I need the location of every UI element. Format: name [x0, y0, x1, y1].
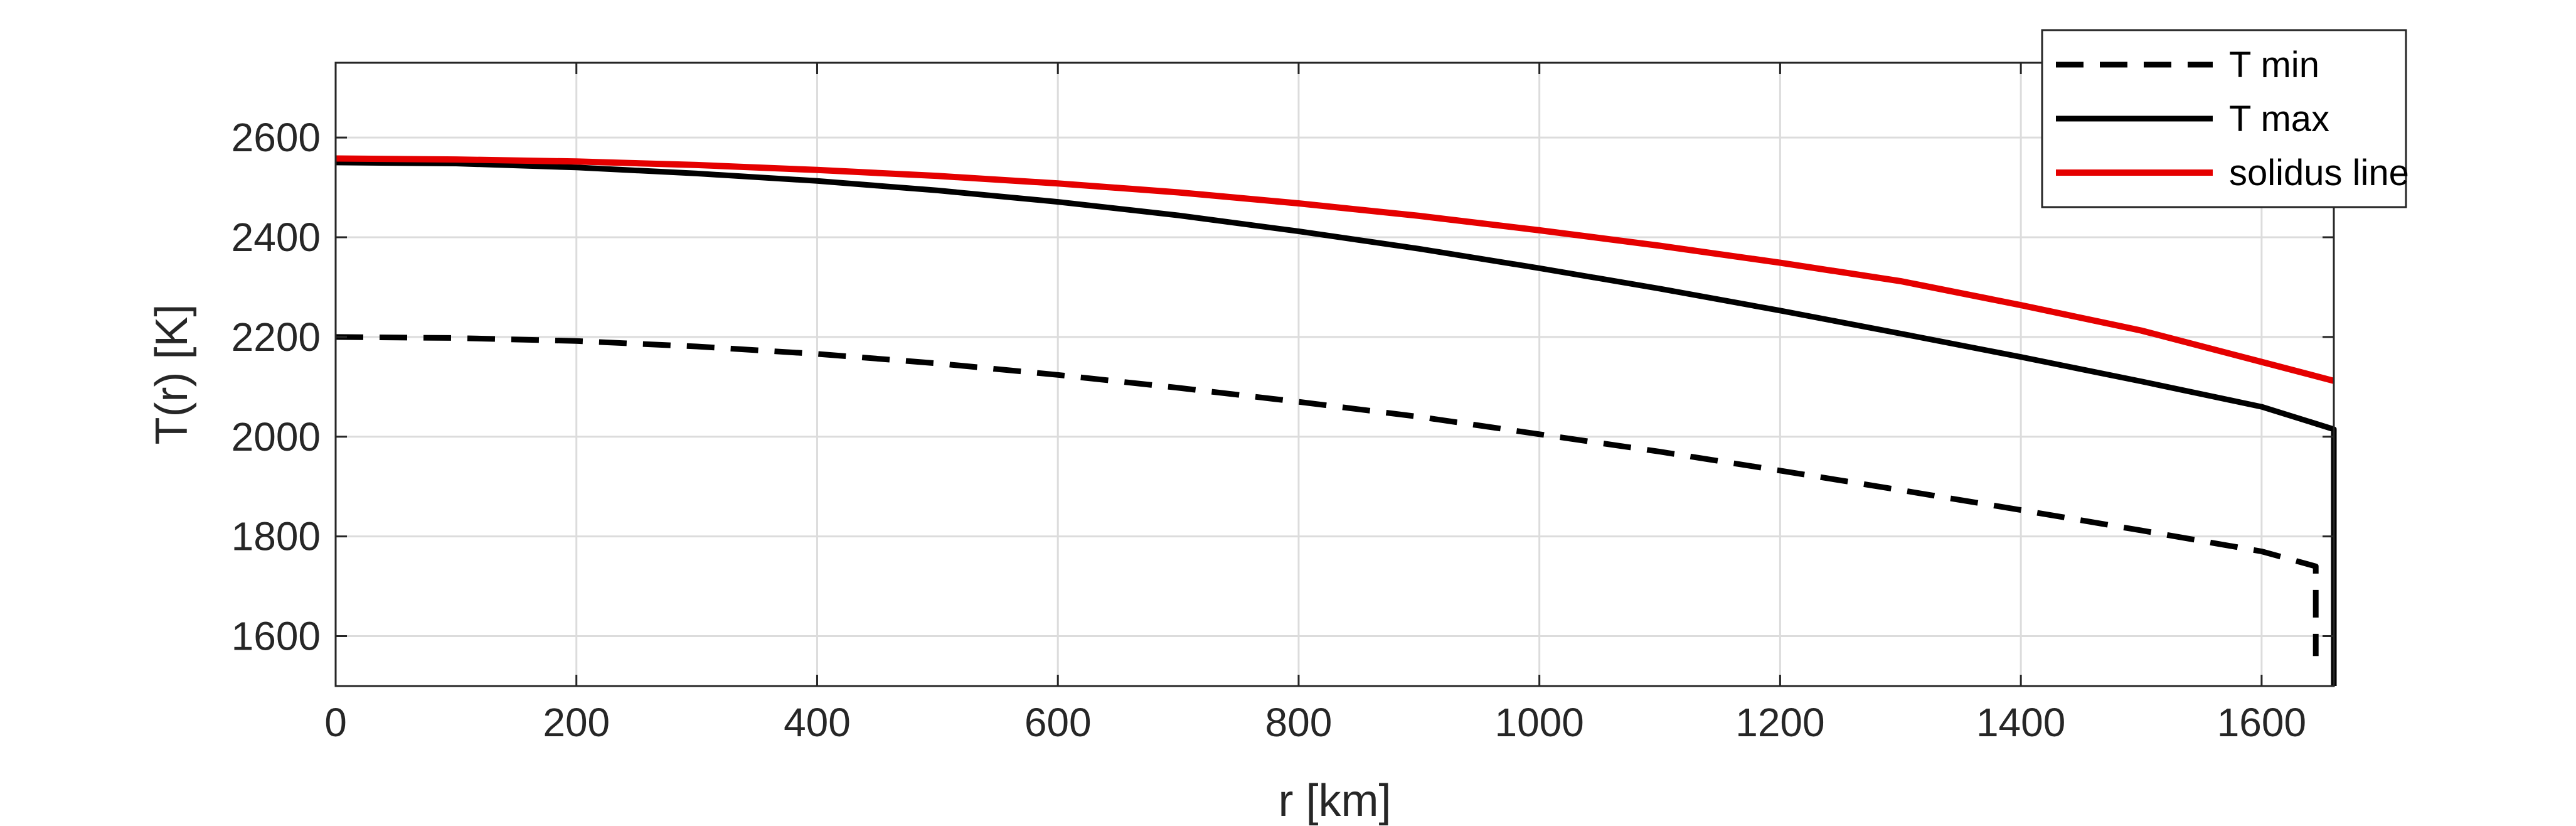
y-tick-label: 2400 [232, 215, 321, 260]
y-axis-ticks: 1600 1800 2000 2200 2400 2600 [232, 115, 2334, 659]
x-tick-label: 0 [324, 700, 347, 745]
plot-area [336, 63, 2334, 686]
legend: T min T max solidus line [2041, 29, 2409, 208]
y-tick-label: 1600 [232, 614, 321, 659]
legend-item: solidus line [2056, 153, 2409, 193]
x-tick-label: 1400 [1976, 700, 2065, 745]
y-axis-title: T(r) [K] [147, 304, 197, 445]
legend-label: T min [2229, 45, 2319, 85]
x-tick-label: 1600 [2217, 700, 2306, 745]
y-tick-label: 2600 [232, 115, 321, 160]
y-tick-label: 1800 [232, 514, 321, 559]
series-line-t-min [335, 334, 2319, 657]
legend-label: T max [2229, 99, 2329, 139]
legend-item: T max [2056, 99, 2329, 139]
y-tick-label: 2000 [232, 414, 321, 459]
legend-label: solidus line [2229, 153, 2409, 193]
plot-frame [334, 62, 2335, 687]
y-tick-label: 2200 [232, 314, 321, 360]
x-axis-ticks: 0 200 400 600 800 1000 1200 1400 1600 [324, 63, 2306, 745]
x-tick-label: 400 [784, 700, 851, 745]
x-axis-title: r [km] [1279, 776, 1392, 826]
x-tick-label: 200 [543, 700, 610, 745]
series-group [335, 155, 2337, 686]
x-tick-label: 600 [1025, 700, 1092, 745]
x-tick-label: 1200 [1735, 700, 1824, 745]
series-line-solidus-line [335, 155, 2335, 384]
x-tick-label: 800 [1265, 700, 1333, 745]
series-line-t-max [335, 159, 2337, 686]
x-tick-label: 1000 [1494, 700, 1583, 745]
legend-item: T min [2056, 45, 2319, 85]
legend-items: T min T max solidus line [2056, 45, 2409, 193]
